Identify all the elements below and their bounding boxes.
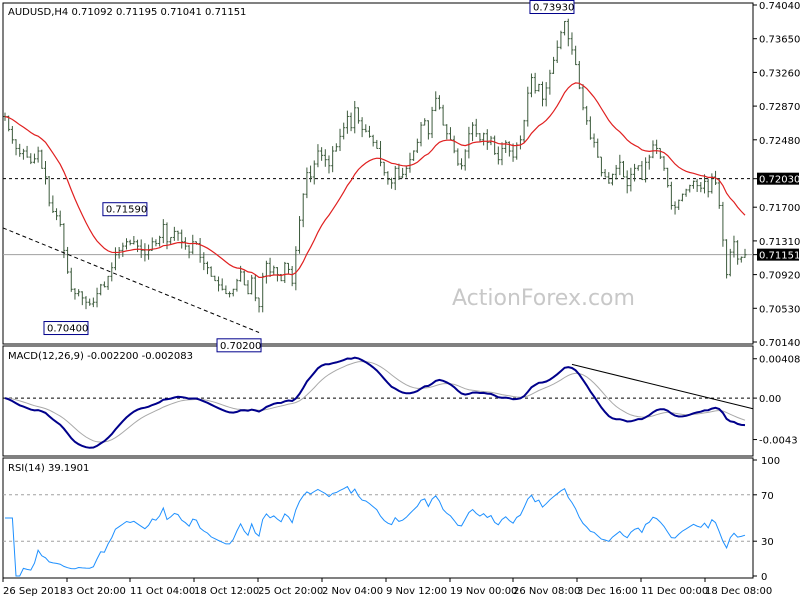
x-tick-label: 25 Oct 20:00: [258, 586, 323, 597]
annotation-label: 0.73930: [533, 3, 574, 14]
price-header: AUDUSD,H4 0.71092 0.71195 0.71041 0.7115…: [8, 7, 246, 18]
x-tick-label: 3 Dec 16:00: [577, 586, 638, 597]
annotation-label: 0.70200: [220, 341, 261, 352]
macd-tick-label: 0.004085: [759, 355, 800, 366]
macd-tick-label: 0.00: [759, 394, 781, 405]
macd-header: MACD(12,26,9) -0.002200 -0.002083: [8, 351, 193, 362]
price-tick-label: 0.70530: [759, 304, 800, 315]
annotation-label: 0.71590: [106, 205, 147, 216]
price-tick-label: 0.71151: [759, 251, 800, 262]
annotation-box: [529, 0, 575, 15]
watermark: ActionForex.com: [452, 286, 635, 311]
rsi-tick-label: 100: [761, 456, 780, 467]
macd-panel-frame: [2, 345, 754, 457]
x-tick-label: 26 Nov 08:00: [513, 586, 580, 597]
macd-line: [4, 356, 746, 449]
annotation-box: [102, 202, 148, 217]
rsi-header: RSI(14) 39.1901: [8, 463, 89, 474]
annotation-label: 0.70400: [47, 324, 88, 335]
moving-average-line: [4, 82, 746, 279]
x-tick-label: 2 Nov 04:00: [322, 586, 383, 597]
rsi-line: [5, 485, 746, 577]
price-tick-label: 0.71700: [759, 203, 800, 214]
price-tick-label: 0.73260: [759, 68, 800, 79]
x-tick-label: 26 Sep 2018: [3, 586, 66, 597]
price-tick-label: 0.70920: [759, 271, 800, 282]
price-tick-label: 0.72480: [759, 136, 800, 147]
macd-layer: [3, 356, 754, 449]
price-tick-highlight: [757, 172, 799, 185]
x-tick-label: 3 Oct 20:00: [67, 586, 126, 597]
rsi-tick-label: 70: [761, 491, 774, 502]
x-tick-label: 11 Oct 04:00: [130, 586, 195, 597]
annotation-box: [216, 338, 262, 353]
price-tick-label: 0.71310: [759, 237, 800, 248]
x-tick-label: 9 Nov 12:00: [386, 586, 447, 597]
price-tick-label: 0.73650: [759, 35, 800, 46]
x-tick-label: 11 Dec 00:00: [641, 586, 708, 597]
price-panel-frame: [2, 2, 754, 345]
price-layer: 0.73930 0.71590 0.70400 0.70200: [2, 0, 753, 353]
macd-tick-label: -0.0043: [759, 436, 798, 447]
macd-signal-line: [4, 360, 746, 443]
x-tick-label: 18 Oct 12:00: [194, 586, 259, 597]
rsi-tick-label: 30: [761, 537, 774, 548]
rsi-tick-label: 0: [761, 572, 767, 583]
annotation-box: [43, 321, 89, 336]
rsi-layer: [3, 485, 753, 577]
rsi-panel-frame: [2, 457, 754, 579]
price-tick-label: 0.74040: [759, 1, 800, 12]
macd-trendline: [571, 363, 754, 410]
price-tick-label: 0.72870: [759, 102, 800, 113]
x-tick-label: 18 Dec 08:00: [705, 586, 772, 597]
price-tick-label: 0.70140: [759, 338, 800, 349]
price-tick-highlight: [757, 248, 799, 261]
x-tick-label: 19 Nov 00:00: [450, 586, 517, 597]
price-tick-label: 0.72030: [759, 175, 800, 186]
